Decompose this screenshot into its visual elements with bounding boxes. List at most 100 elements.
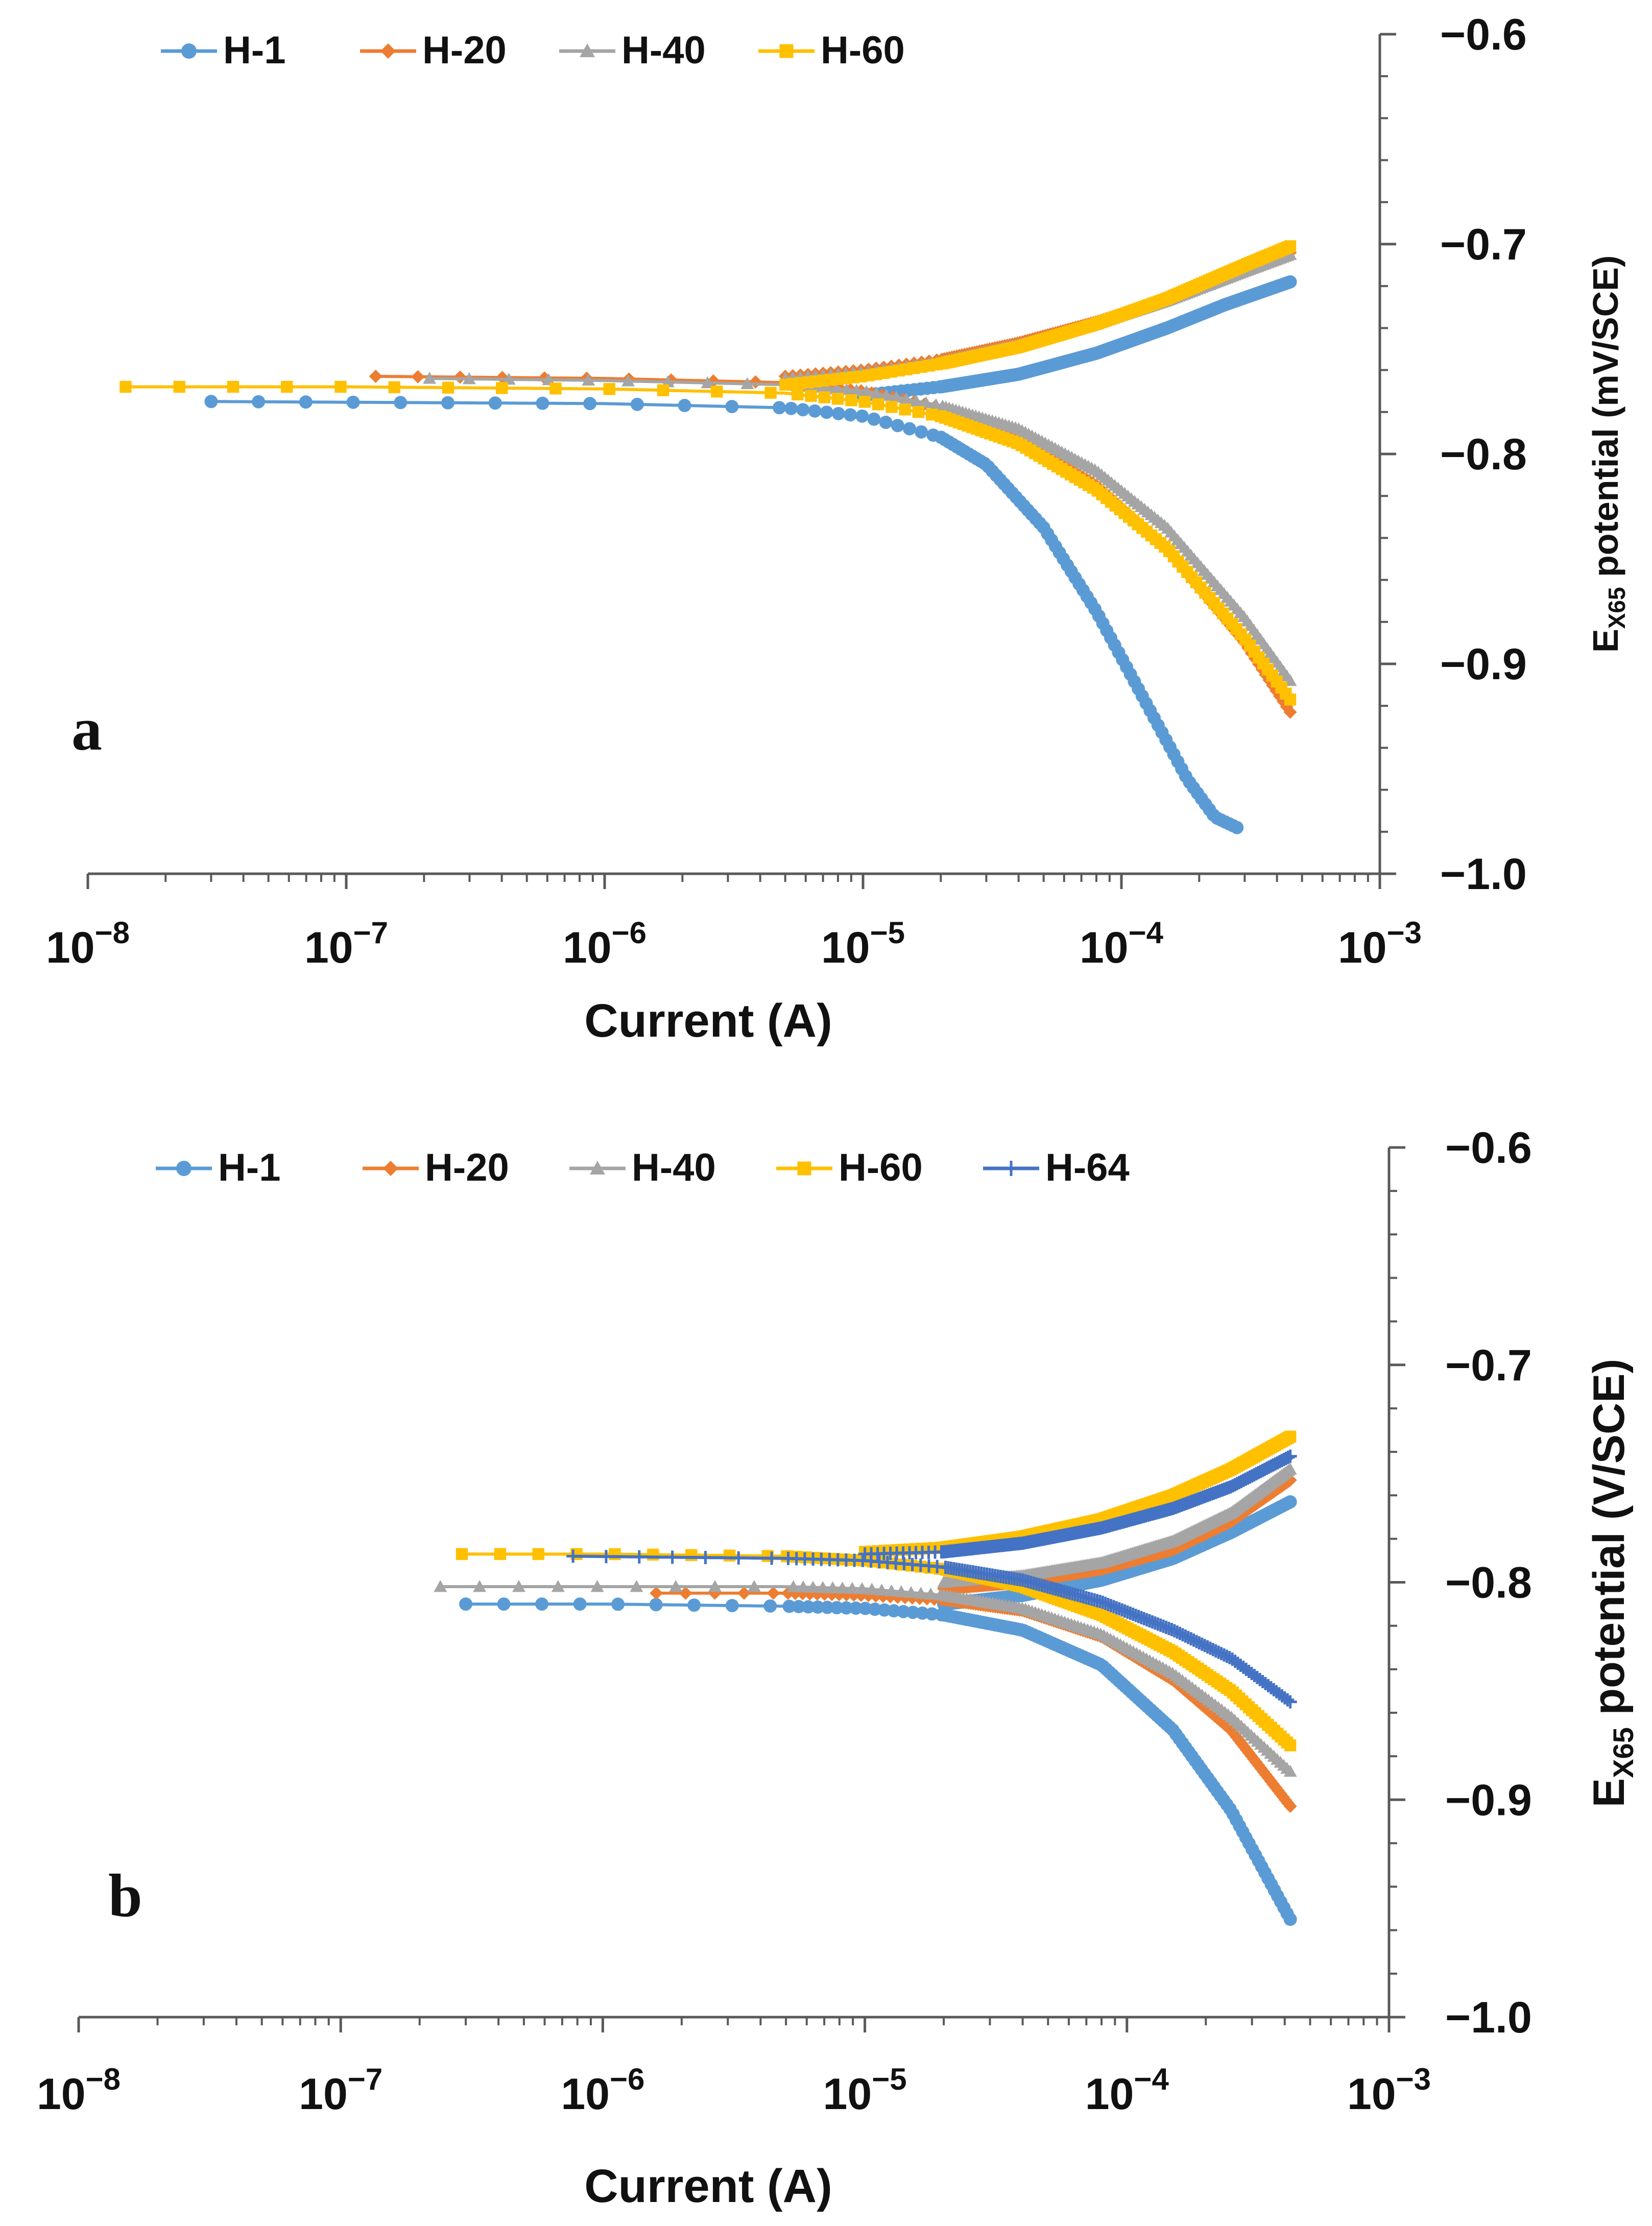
data-point-H-40 [621, 374, 635, 387]
data-point-H-40 [826, 1581, 840, 1593]
series-H-1 [204, 275, 1297, 834]
data-point-H-1 [536, 396, 549, 410]
data-point-H-40 [434, 1580, 447, 1592]
data-point-H-1 [497, 1597, 511, 1611]
y-tick-label: −0.8 [1440, 430, 1527, 479]
data-point-H-1 [808, 404, 822, 418]
data-point-H-60 [549, 382, 562, 395]
data-point-H-60 [912, 406, 925, 418]
data-point-H-60 [442, 381, 454, 394]
data-point-H-40 [582, 373, 595, 386]
data-point-H-1 [204, 395, 218, 409]
data-point-H-1 [782, 1599, 796, 1613]
x-tick-label: 10−4 [1085, 2062, 1169, 2119]
data-point-H-64 [1283, 1449, 1297, 1463]
data-point-H-64 [632, 1550, 646, 1564]
legend-entry-H-20: H-20 [360, 29, 507, 72]
legend-label-H-60: H-60 [839, 1146, 923, 1189]
data-point-H-1 [630, 397, 644, 411]
y-axis-title-sub-a: X65 [1603, 587, 1630, 629]
y-tick-label: −0.8 [1445, 1559, 1532, 1608]
data-point-H-1 [906, 1606, 920, 1619]
legend-marker-H-40 [590, 1161, 605, 1175]
data-point-H-60 [227, 380, 240, 393]
data-point-H-64 [1283, 1695, 1297, 1709]
data-point-H-60 [388, 381, 400, 393]
legend-label-H-20: H-20 [425, 1146, 509, 1189]
data-point-H-1 [1283, 1495, 1297, 1509]
data-point-H-60 [685, 1549, 698, 1561]
data-point-H-40 [845, 1582, 859, 1594]
y-ticks-b: −0.6 −0.7 −0.8 −0.9 −1.0 [1389, 1123, 1532, 2042]
x-tick-label: 10−7 [299, 2062, 382, 2119]
x-tick-label: 10−6 [563, 916, 647, 972]
data-point-H-40 [796, 1580, 810, 1593]
data-point-H-1 [811, 1600, 825, 1614]
data-point-H-1 [583, 397, 597, 411]
data-point-H-40 [914, 1587, 928, 1599]
legend-label-H-60: H-60 [821, 29, 905, 72]
data-point-H-20 [650, 1586, 663, 1600]
y-tick-label: −0.6 [1445, 1123, 1532, 1172]
data-point-H-1 [820, 405, 833, 419]
data-point-H-60 [764, 387, 777, 399]
data-point-H-40 [859, 385, 873, 397]
y-ticks-a: −0.6 −0.7 −0.8 −0.9 −1.0 [1380, 10, 1527, 899]
data-point-H-20 [453, 370, 467, 384]
plot-area-b [434, 1430, 1297, 1926]
data-point-H-1 [858, 1601, 872, 1615]
data-point-H-1 [784, 401, 798, 415]
data-point-H-40 [919, 396, 933, 409]
data-point-H-1 [891, 419, 904, 433]
data-point-H-40 [502, 372, 516, 385]
data-point-H-40 [835, 1582, 849, 1594]
x-tick-label: 10−5 [823, 2062, 907, 2119]
data-point-H-1 [299, 395, 313, 409]
legend-entry-H-60: H-60 [776, 1146, 923, 1189]
y-axis-title-sub-b: X65 [1607, 1727, 1639, 1778]
data-point-H-40 [708, 1580, 722, 1592]
data-point-H-1 [573, 1597, 587, 1611]
data-point-H-40 [462, 372, 476, 385]
data-point-H-1 [879, 416, 893, 429]
data-point-H-1 [649, 1598, 663, 1612]
data-point-H-1 [796, 403, 810, 417]
data-point-H-1 [877, 1603, 891, 1617]
data-point-H-1 [792, 1600, 806, 1614]
data-point-H-40 [590, 1580, 604, 1592]
series-H-60 [119, 240, 1297, 706]
data-point-H-60 [119, 380, 132, 393]
data-point-H-60 [818, 391, 830, 403]
data-point-H-1 [687, 1598, 701, 1612]
data-point-H-60 [532, 1548, 544, 1560]
y-tick-label: −0.9 [1440, 640, 1527, 689]
series-H-64 [566, 1449, 1297, 1709]
y-axis-title-main-b: E [1585, 1778, 1634, 1807]
data-point-H-60 [1284, 1739, 1297, 1752]
data-point-H-40 [786, 1580, 800, 1592]
data-point-H-40 [840, 383, 853, 395]
data-point-H-64 [566, 1549, 580, 1563]
data-point-H-40 [875, 1583, 889, 1596]
data-point-H-60 [496, 382, 508, 394]
legend-label-H-64: H-64 [1045, 1146, 1130, 1189]
y-tick-label: −0.7 [1445, 1341, 1532, 1390]
data-point-H-40 [551, 1580, 565, 1592]
legend-marker-H-40 [580, 43, 595, 57]
y-axis-title-b: EX65 potential (V/SCE) [1585, 1359, 1639, 1807]
data-point-H-1 [925, 1607, 939, 1621]
x-tick-label: 10−8 [46, 916, 130, 972]
data-point-H-60 [791, 388, 804, 401]
data-point-H-1 [725, 1599, 739, 1613]
data-point-H-1 [849, 1601, 863, 1615]
legend-marker-H-20 [380, 43, 396, 59]
data-point-H-60 [723, 1549, 736, 1562]
data-point-H-40 [865, 1583, 879, 1595]
data-point-H-40 [830, 382, 844, 394]
data-point-H-40 [747, 1580, 761, 1592]
data-point-H-40 [1283, 1463, 1297, 1475]
legend-entry-H-1: H-1 [156, 1146, 280, 1189]
data-point-H-60 [711, 385, 723, 398]
data-point-H-1 [535, 1597, 549, 1611]
legend-marker-H-20 [383, 1161, 398, 1176]
